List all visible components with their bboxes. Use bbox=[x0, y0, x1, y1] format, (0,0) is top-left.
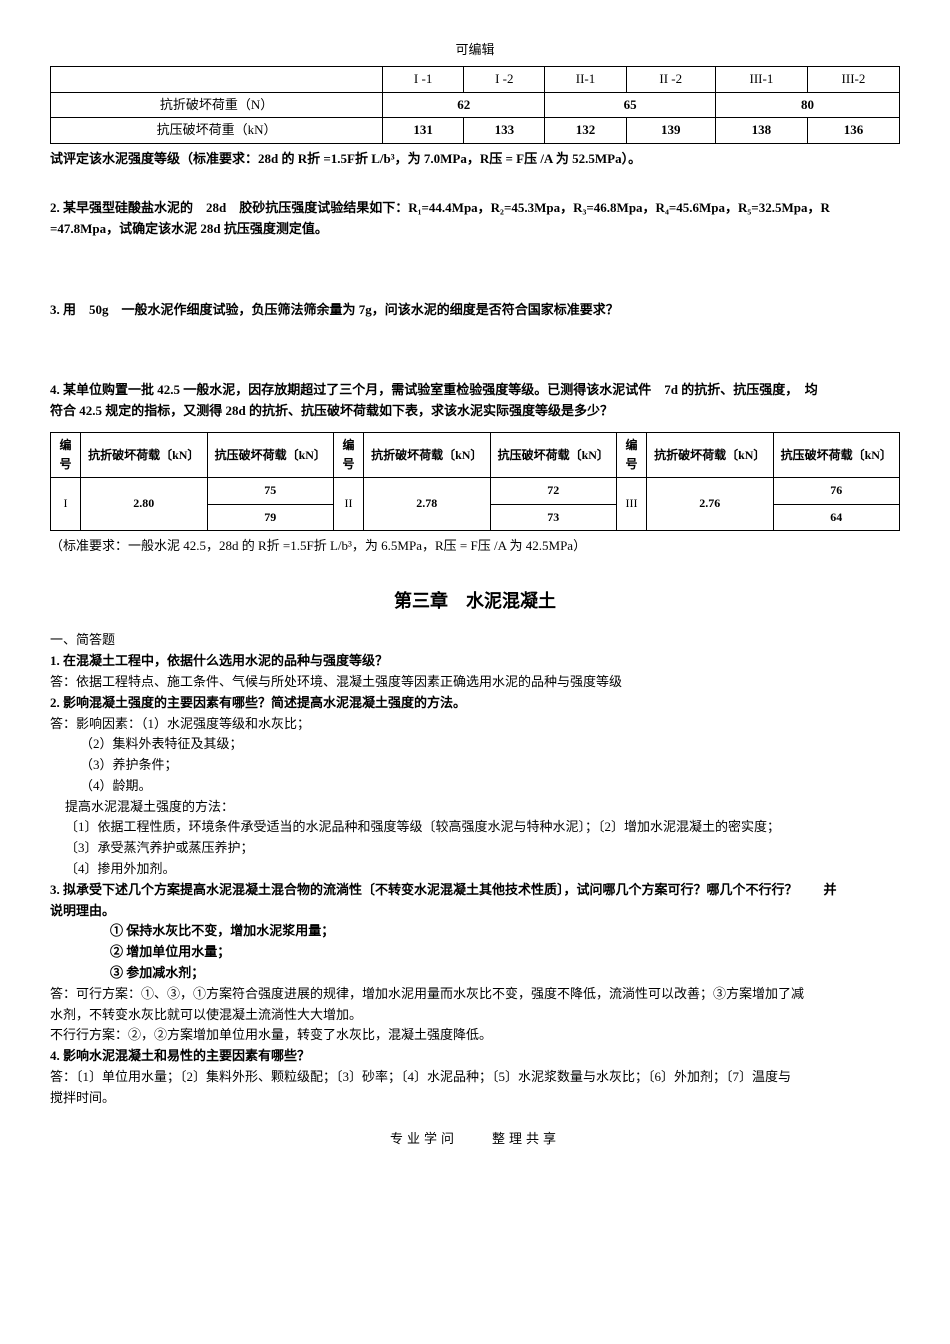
qa2-item: （4）龄期。 bbox=[50, 776, 900, 797]
cell: 62 bbox=[383, 92, 545, 118]
cell: I -2 bbox=[464, 66, 545, 92]
cell: III-1 bbox=[715, 66, 807, 92]
qa3-opt: ② 增加单位用水量； bbox=[50, 942, 900, 963]
cell: 2.78 bbox=[364, 478, 491, 530]
cell: 138 bbox=[715, 118, 807, 144]
cell: 73 bbox=[490, 504, 617, 530]
cell: 抗压破坏荷载〔kN〕 bbox=[207, 432, 334, 477]
cell: 131 bbox=[383, 118, 464, 144]
cell: 2.80 bbox=[81, 478, 208, 530]
chapter-title: 第三章 水泥混凝土 bbox=[50, 587, 900, 616]
qa2-method-label: 提高水泥混凝土强度的方法： bbox=[50, 797, 900, 818]
qa2-q: 2. 影响混凝土强度的主要因素有哪些？简述提高水泥混凝土强度的方法。 bbox=[50, 693, 900, 714]
cell bbox=[51, 66, 383, 92]
cell: II-1 bbox=[545, 66, 626, 92]
qa4-a-l1: 答：〔1〕单位用水量；〔2〕集料外形、颗粒级配；〔3〕砂率；〔4〕水泥品种；〔5… bbox=[50, 1067, 900, 1088]
eval-text: 试评定该水泥强度等级（标准要求：28d 的 R折 =1.5F折 L/b³，为 7… bbox=[50, 149, 900, 170]
cell: III bbox=[617, 478, 647, 530]
qa3-a-l3: 不行行方案：②，②方案增加单位用水量，转变了水灰比，混凝土强度降低。 bbox=[50, 1025, 900, 1046]
cell: 抗折破坏荷载〔kN〕 bbox=[647, 432, 774, 477]
cell: 139 bbox=[626, 118, 715, 144]
qa2-method: 〔3〕承受蒸汽养护或蒸压养护； bbox=[50, 838, 900, 859]
cell: I bbox=[51, 478, 81, 530]
qa2-item: （3）养护条件； bbox=[50, 755, 900, 776]
qa3-q-l1: 3. 拟承受下述几个方案提高水泥混凝土混合物的流淌性〔不转变水泥混凝土其他技术性… bbox=[50, 880, 900, 901]
cell: 136 bbox=[807, 118, 899, 144]
qa3-opt: ① 保持水灰比不变，增加水泥浆用量； bbox=[50, 921, 900, 942]
cell: 65 bbox=[545, 92, 716, 118]
qa2-method: 〔1〕依据工程性质，环境条件承受适当的水泥品种和强度等级〔较高强度水泥与特种水泥… bbox=[50, 817, 900, 838]
cell: 2.76 bbox=[647, 478, 774, 530]
table-row: 编号 抗折破坏荷载〔kN〕 抗压破坏荷载〔kN〕 编号 抗折破坏荷载〔kN〕 抗… bbox=[51, 432, 900, 477]
page-header: 可编辑 bbox=[50, 40, 900, 61]
q4-note: （标准要求：一般水泥 42.5，28d 的 R折 =1.5F折 L/b³，为 6… bbox=[50, 536, 900, 557]
cell: 抗压破坏荷载〔kN〕 bbox=[773, 432, 900, 477]
cell: III-2 bbox=[807, 66, 899, 92]
cell: 72 bbox=[490, 478, 617, 504]
cell: 80 bbox=[715, 92, 899, 118]
cell: 抗折破坏荷载〔kN〕 bbox=[81, 432, 208, 477]
q2-title: 2. 某早强型硅酸盐水泥的 28d 胶砂抗压强度试验结果如下：R₁=44.4Mp… bbox=[50, 198, 900, 240]
qa4-a-l2: 搅拌时间。 bbox=[50, 1088, 900, 1109]
page-footer: 专业学问 整理共享 bbox=[50, 1129, 900, 1150]
cell: 编号 bbox=[51, 432, 81, 477]
qa1-a: 答：依据工程特点、施工条件、气候与所处环境、混凝土强度等因素正确选用水泥的品种与… bbox=[50, 672, 900, 693]
table-2: 编号 抗折破坏荷载〔kN〕 抗压破坏荷载〔kN〕 编号 抗折破坏荷载〔kN〕 抗… bbox=[50, 432, 900, 531]
cell: II -2 bbox=[626, 66, 715, 92]
cell: 79 bbox=[207, 504, 334, 530]
table-row: I 2.80 75 II 2.78 72 III 2.76 76 bbox=[51, 478, 900, 504]
qa1-q: 1. 在混凝土工程中，依据什么选用水泥的品种与强度等级？ bbox=[50, 651, 900, 672]
cell: 75 bbox=[207, 478, 334, 504]
table-1: I -1 I -2 II-1 II -2 III-1 III-2 抗折破坏荷重（… bbox=[50, 66, 900, 144]
table-row: I -1 I -2 II-1 II -2 III-1 III-2 bbox=[51, 66, 900, 92]
table-row: 抗压破坏荷重（kN） 131 133 132 139 138 136 bbox=[51, 118, 900, 144]
cell: 132 bbox=[545, 118, 626, 144]
q3-title: 3. 用 50g 一般水泥作细度试验，负压筛法筛余量为 7g，问该水泥的细度是否… bbox=[50, 300, 900, 321]
qa2-item: （2）集料外表特征及其级； bbox=[50, 734, 900, 755]
q4-title-l1: 4. 某单位购置一批 42.5 一般水泥，因存放期超过了三个月，需试验室重检验强… bbox=[50, 380, 900, 401]
qa2-a: 答：影响因素：（1）水泥强度等级和水灰比； bbox=[50, 714, 900, 735]
qa4-q: 4. 影响水泥混凝土和易性的主要因素有哪些？ bbox=[50, 1046, 900, 1067]
cell: 编号 bbox=[617, 432, 647, 477]
cell: II bbox=[334, 478, 364, 530]
cell: I -1 bbox=[383, 66, 464, 92]
q4-title-l2: 符合 42.5 规定的指标，又测得 28d 的抗折、抗压破坏荷载如下表，求该水泥… bbox=[50, 401, 900, 422]
cell: 抗折破坏荷载〔kN〕 bbox=[364, 432, 491, 477]
cell: 64 bbox=[773, 504, 900, 530]
section-1: 一、简答题 bbox=[50, 630, 900, 651]
cell: 抗折破坏荷重（N） bbox=[51, 92, 383, 118]
qa3-opt: ③ 参加减水剂； bbox=[50, 963, 900, 984]
qa3-a-l1: 答：可行方案：①、③，①方案符合强度进展的规律，增加水泥用量而水灰比不变，强度不… bbox=[50, 984, 900, 1005]
cell: 编号 bbox=[334, 432, 364, 477]
cell: 133 bbox=[464, 118, 545, 144]
qa3-q-l2: 说明理由。 bbox=[50, 901, 900, 922]
qa2-method: 〔4〕掺用外加剂。 bbox=[50, 859, 900, 880]
cell: 抗压破坏荷载〔kN〕 bbox=[490, 432, 617, 477]
cell: 76 bbox=[773, 478, 900, 504]
qa3-a-l2: 水剂，不转变水灰比就可以使混凝土流淌性大大增加。 bbox=[50, 1005, 900, 1026]
table-row: 抗折破坏荷重（N） 62 65 80 bbox=[51, 92, 900, 118]
cell: 抗压破坏荷重（kN） bbox=[51, 118, 383, 144]
